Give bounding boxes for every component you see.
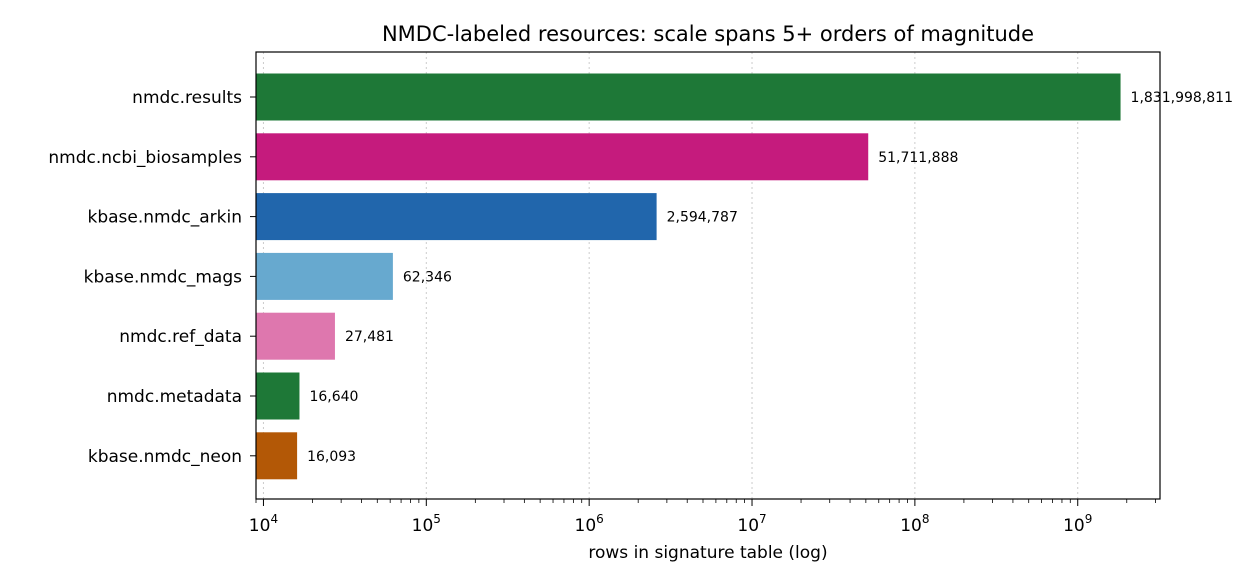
chart-title: NMDC-labeled resources: scale spans 5+ o… [382, 22, 1034, 46]
value-labels: 1,831,998,811 51,711,888 2,594,787 62,346 27… [307, 90, 1233, 465]
y-axis: nmdc.results nmdc.ncbi_biosamples kbase.nm… [48, 88, 256, 467]
y-category-label: nmdc.results [132, 88, 242, 108]
bar-value-label: 51,711,888 [878, 150, 958, 166]
bar [256, 73, 1121, 121]
y-category-label: nmdc.ref_data [119, 327, 242, 347]
x-tick-label: 107 [737, 512, 766, 536]
bar-value-label: 62,346 [403, 269, 452, 285]
bar [256, 432, 298, 480]
x-tick-label: 105 [412, 512, 441, 536]
y-category-label: kbase.nmdc_arkin [88, 208, 243, 228]
bar [256, 372, 300, 420]
y-category-label: nmdc.metadata [107, 387, 242, 407]
x-axis: 104 105 106 107 108 109 [249, 499, 1156, 536]
bar [256, 312, 335, 360]
x-tick-label: 109 [1063, 512, 1092, 536]
bar [256, 193, 657, 241]
x-tick-label: 104 [249, 512, 278, 536]
x-tick-label: 106 [575, 512, 604, 536]
y-category-label: kbase.nmdc_neon [88, 447, 242, 467]
y-category-label: kbase.nmdc_mags [84, 267, 243, 287]
plot-frame [255, 51, 1161, 500]
bars [256, 73, 1121, 480]
bar-value-label: 16,640 [309, 389, 358, 405]
bar [256, 252, 393, 300]
bar-value-label: 1,831,998,811 [1131, 90, 1233, 106]
bar-value-label: 16,093 [307, 449, 356, 465]
y-category-label: nmdc.ncbi_biosamples [48, 148, 242, 168]
bar-value-label: 2,594,787 [667, 210, 738, 226]
x-axis-label: rows in signature table (log) [588, 543, 827, 563]
x-tick-label: 108 [900, 512, 929, 536]
bar-value-label: 27,481 [345, 329, 394, 345]
bar [256, 133, 869, 181]
